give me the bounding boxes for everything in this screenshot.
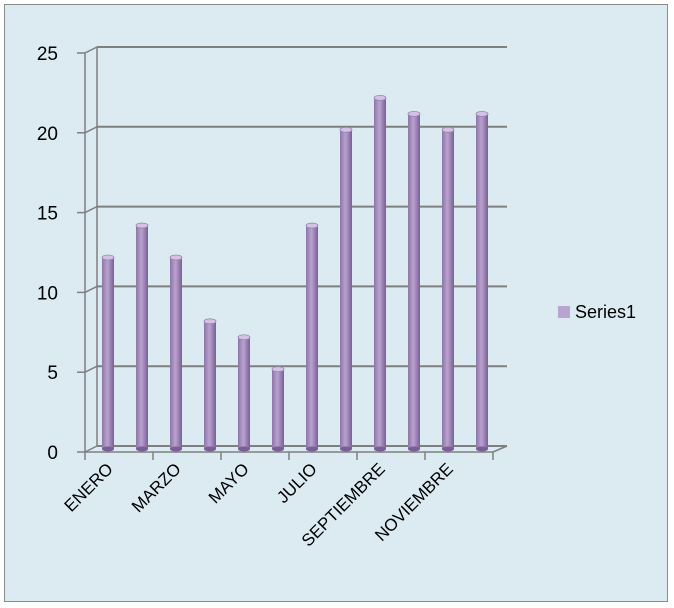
bar-enero	[101, 254, 115, 452]
bar-top	[407, 110, 421, 117]
x-tick-label: MARZO	[128, 459, 185, 516]
bar-body	[136, 225, 148, 449]
gridlines	[84, 46, 507, 453]
bar-marzo	[169, 254, 183, 452]
y-tick-label: 25	[37, 44, 58, 65]
y-tick-label: 10	[37, 283, 58, 304]
bar-diciembre	[475, 110, 489, 452]
bar-body	[204, 321, 216, 449]
bar-top	[441, 126, 455, 133]
bar-octubre	[407, 110, 421, 452]
gridline-side	[84, 126, 98, 134]
legend: Series1	[558, 302, 636, 322]
bar-body	[476, 113, 488, 449]
bar-base	[374, 446, 386, 452]
bar-body	[306, 225, 318, 449]
bar-mayo	[237, 334, 251, 452]
bar-base	[136, 446, 148, 452]
x-tick-label: ENERO	[61, 459, 117, 515]
bar-base	[102, 446, 114, 452]
gridline-side	[84, 46, 98, 54]
legend-swatch-series1	[558, 306, 570, 318]
bar-base	[204, 446, 216, 452]
bar-noviembre	[441, 126, 455, 452]
bar-base	[408, 446, 420, 452]
bar-top	[203, 318, 217, 325]
bar-agosto	[339, 126, 353, 452]
x-tick-label: JULIO	[273, 459, 321, 507]
bar-septiembre	[373, 94, 387, 452]
y-tick-label: 5	[47, 363, 58, 384]
bar-abril	[203, 318, 217, 452]
bar-body	[238, 337, 250, 449]
bar-body	[102, 257, 114, 449]
bar-julio	[305, 222, 319, 452]
chart-area	[4, 4, 668, 602]
bar-base	[170, 446, 182, 452]
bar-base	[272, 446, 284, 452]
gridline-side	[84, 205, 98, 214]
gridline-side	[84, 285, 98, 294]
bar-body	[408, 113, 420, 449]
bar-top	[305, 222, 319, 229]
gridline-side	[84, 365, 98, 373]
bar-top	[135, 222, 149, 229]
gridline-side	[84, 445, 98, 453]
bar-body	[442, 129, 454, 450]
floor-edge	[492, 445, 508, 453]
bar-top	[169, 254, 183, 261]
axes	[77, 47, 508, 460]
bar-base	[238, 446, 250, 452]
bars	[101, 94, 489, 452]
bar-top	[237, 334, 251, 341]
bar-base	[442, 446, 454, 452]
x-tick-label: MAYO	[205, 459, 253, 507]
bar-body	[170, 257, 182, 449]
bar-base	[476, 446, 488, 452]
bar-top	[271, 366, 285, 373]
bar-top	[373, 94, 387, 101]
y-tick-label: 15	[37, 204, 58, 225]
legend-label-series1: Series1	[575, 302, 636, 322]
bar-base	[340, 446, 352, 452]
bar-body	[374, 97, 386, 449]
bar-body	[272, 369, 284, 449]
bar-top	[101, 254, 115, 261]
bar-top	[475, 110, 489, 117]
y-tick-label: 20	[37, 124, 58, 145]
bar-junio	[271, 366, 285, 452]
y-axis-tick-labels: 0 5 10 15 20 25	[37, 44, 58, 464]
bar-febrero	[135, 222, 149, 452]
bar-base	[306, 446, 318, 452]
bar-top	[339, 126, 353, 133]
y-tick-label: 0	[47, 443, 58, 464]
bar-body	[340, 129, 352, 450]
